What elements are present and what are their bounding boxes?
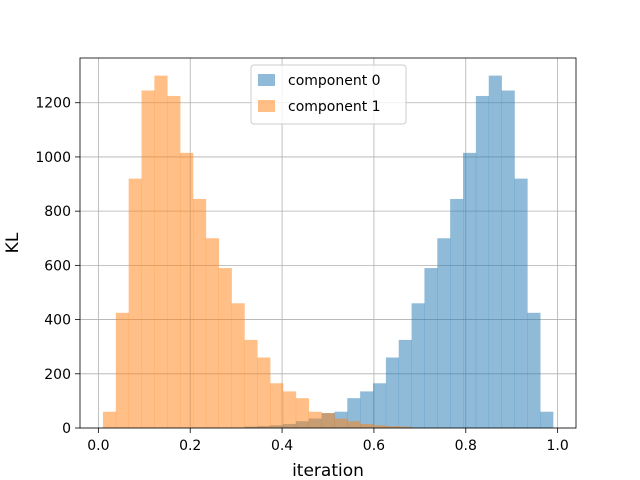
legend: component 0 component 1	[250, 64, 407, 125]
histogram-bar-component-0	[385, 357, 400, 428]
histogram-bar-component-1	[192, 198, 207, 428]
legend-swatch-component-1	[258, 100, 275, 112]
histogram-bar-component-0	[411, 303, 425, 428]
histogram-bar-component-1	[321, 413, 335, 428]
histogram-bar-component-0	[450, 198, 464, 428]
histogram-bar-component-0	[398, 339, 412, 428]
legend-label-component-1: component 1	[288, 99, 381, 115]
plot-frame	[79, 57, 577, 429]
legend-label-component-0: component 0	[288, 73, 381, 89]
histogram-bar-component-1	[308, 411, 322, 428]
histogram-bar-component-0	[360, 391, 374, 428]
x-tick-label: 0.6	[363, 438, 385, 454]
bars	[102, 75, 554, 429]
histogram-bar-component-0	[437, 238, 451, 428]
histogram-bar-component-1	[167, 95, 181, 428]
histogram-bar-component-1	[205, 238, 219, 428]
histogram-bar-component-1	[385, 426, 400, 428]
ticks: 0.0 0.2 0.4 0.6 0.8 1.0 0 200 400 600 800 1000 1200	[35, 96, 568, 454]
y-tick-label: 200	[44, 367, 71, 383]
histogram-bar-component-0	[527, 312, 541, 428]
histogram-bar-component-1	[398, 426, 412, 428]
histogram-bar-component-1	[373, 425, 387, 428]
histogram-bar-component-1	[295, 398, 310, 428]
histogram-bar-component-1	[282, 391, 297, 428]
histogram-bar-component-0	[424, 268, 438, 428]
histogram-bar-component-0	[475, 95, 490, 428]
y-tick-label: 0	[62, 421, 71, 437]
y-tick-label: 400	[44, 313, 71, 329]
legend-swatch-component-0	[258, 74, 275, 86]
histogram-bar-component-1	[334, 418, 348, 428]
histogram-bar-component-1	[218, 268, 232, 428]
histogram-bar-component-1	[102, 411, 117, 428]
histogram-bar-component-1	[257, 357, 271, 428]
legend-box	[250, 64, 407, 125]
histogram-bar-component-1	[154, 75, 168, 428]
histogram-bar-component-0	[347, 398, 361, 428]
x-tick-label: 0.2	[179, 438, 201, 454]
histogram-bar-component-1	[244, 339, 258, 428]
histogram-bar-component-1	[347, 421, 361, 428]
histogram-bar-component-1	[115, 312, 129, 428]
y-tick-label: 1200	[35, 96, 71, 112]
histogram-bar-component-0	[501, 90, 515, 429]
histogram-bar-component-0	[373, 383, 387, 428]
histogram-bar-component-0	[463, 152, 477, 428]
histogram-bar-component-1	[141, 90, 155, 429]
x-tick-label: 0.8	[455, 438, 477, 454]
y-axis-label: KL	[3, 232, 23, 253]
y-tick-label: 800	[44, 204, 71, 220]
histogram-bar-component-1	[128, 178, 142, 428]
histogram-bar-component-1	[360, 423, 374, 428]
x-tick-label: 1.0	[546, 438, 568, 454]
histogram-bar-component-1	[270, 383, 284, 428]
histogram-bar-component-0	[540, 411, 554, 428]
x-tick-label: 0.4	[271, 438, 293, 454]
x-axis-label: iteration	[292, 461, 364, 480]
y-tick-label: 1000	[35, 150, 71, 166]
x-tick-label: 0.0	[87, 438, 109, 454]
histogram-bar-component-1	[231, 303, 245, 428]
y-tick-label: 600	[44, 258, 71, 274]
histogram-bar-component-0	[488, 75, 502, 428]
histogram-bar-component-0	[514, 178, 528, 428]
histogram-bar-component-1	[180, 152, 194, 428]
